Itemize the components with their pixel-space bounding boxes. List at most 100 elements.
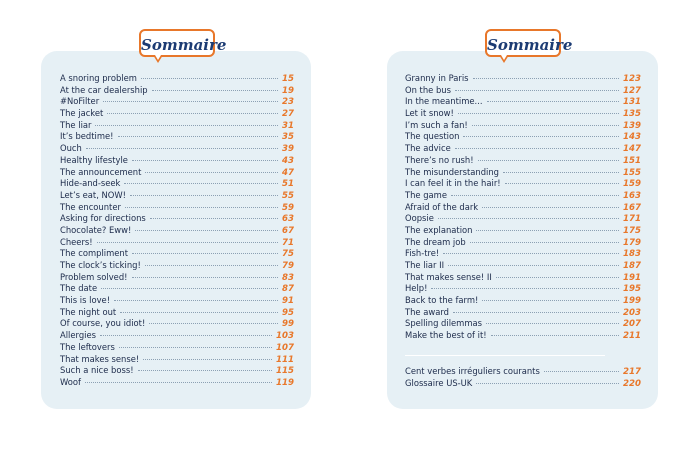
toc-entry-title: Of course, you idiot! (60, 318, 146, 329)
toc-entry-page-number: 183 (623, 249, 641, 260)
toc-entry-page-number: 87 (282, 284, 294, 295)
toc-entry-title: Hide-and-seek (60, 178, 121, 189)
toc-entry: Help! 195 (405, 283, 641, 295)
toc-entry: That makes sense! 111 (60, 354, 294, 366)
toc-entry-page-number: 39 (282, 144, 294, 155)
dot-leader (543, 371, 620, 372)
dot-leader (100, 335, 273, 337)
toc-entry: The liar II 187 (405, 260, 641, 272)
dot-leader (472, 78, 620, 79)
dot-leader (502, 171, 620, 173)
toc-entry-title: It’s bedtime! (60, 131, 114, 142)
dot-leader (452, 311, 620, 313)
toc-entry: Chocolate? Eww! 67 (60, 225, 294, 237)
dot-leader (132, 253, 279, 255)
dot-leader (490, 335, 620, 337)
toc-entry-title: I’m such a fan! (405, 119, 468, 130)
toc-entry-page-number: 43 (282, 155, 294, 166)
toc-entry-title: The question (405, 131, 460, 142)
toc-entry-title: The encounter (60, 201, 121, 212)
dot-leader (85, 381, 273, 383)
toc-entry-title: Help! (405, 283, 428, 294)
dot-leader (137, 370, 273, 372)
toc-entry-title: The announcement (60, 166, 142, 177)
toc-entry-page-number: 115 (276, 366, 294, 377)
toc-entry-title: The award (405, 306, 449, 317)
dot-leader (107, 113, 279, 115)
toc-entry-page-number: 99 (282, 319, 294, 330)
toc-entry-title: Fish-tre! (405, 248, 440, 259)
dot-leader (454, 89, 620, 91)
toc-entry-title: Chocolate? Eww! (60, 224, 132, 235)
toc-entry: A snoring problem 15 (60, 73, 294, 85)
toc-entry-page-number: 163 (623, 190, 641, 201)
toc-entry: The jacket 27 (60, 108, 294, 120)
toc-entry-title: Afraid of the dark (405, 201, 479, 212)
dot-leader (118, 346, 273, 348)
toc-entry-title: That makes sense! (60, 353, 140, 364)
dot-leader (457, 113, 620, 115)
toc-entry: The compliment 75 (60, 248, 294, 260)
toc-entry-title: Such a nice boss! (60, 365, 134, 376)
dot-leader (482, 206, 620, 208)
toc-entry-page-number: 207 (623, 319, 641, 330)
dot-leader (486, 101, 620, 103)
toc-entry: The advice 147 (405, 143, 641, 155)
toc-entry: Back to the farm! 199 (405, 295, 641, 307)
dot-leader (431, 288, 620, 290)
toc-entry-page-number: 107 (276, 342, 294, 353)
dot-leader (476, 229, 620, 231)
toc-entry-page-number: 123 (623, 74, 641, 84)
toc-entry: Such a nice boss! 115 (60, 365, 294, 377)
toc-entry: The leftovers 107 (60, 342, 294, 354)
toc-entry-title: The game (405, 189, 447, 200)
toc-entry-page-number: 195 (623, 284, 641, 295)
dot-leader (124, 206, 279, 208)
toc-entry-page-number: 35 (282, 132, 294, 143)
toc-entry-title: The night out (60, 306, 117, 317)
dot-leader (477, 159, 620, 161)
dot-leader (120, 311, 279, 313)
dot-leader (469, 241, 620, 243)
toc-entry: Healthy lifestyle 43 (60, 155, 294, 167)
toc-entry-page-number: 23 (282, 97, 294, 108)
dot-leader (144, 265, 279, 266)
toc-entry-title: I can feel it in the hair! (405, 178, 501, 189)
dot-leader (130, 194, 279, 196)
dot-leader (143, 358, 273, 360)
toc-entry: I’m such a fan! 139 (405, 120, 641, 132)
toc-entry-title: #NoFilter (60, 96, 100, 107)
toc-entry: The night out 95 (60, 307, 294, 319)
toc-entry: The announcement 47 (60, 167, 294, 179)
toc-entry-page-number: 75 (282, 249, 294, 260)
dot-leader (101, 288, 279, 290)
toc-entry-page-number: 143 (623, 132, 641, 143)
right-toc-list: Granny in Paris 123 On the bus 127 In the me… (405, 73, 641, 342)
toc-entry: The liar 31 (60, 120, 294, 132)
toc-entry-page-number: 147 (623, 144, 641, 155)
toc-entry-page-number: 191 (623, 272, 641, 283)
toc-entry-page-number: 199 (623, 296, 641, 307)
toc-entry-page-number: 119 (276, 377, 294, 388)
toc-entry-page-number: 67 (282, 225, 294, 236)
toc-entry-page-number: 211 (623, 331, 641, 342)
toc-entry: Cent verbes irréguliers courants 217 (405, 366, 641, 378)
dot-leader (504, 183, 620, 185)
dot-leader (476, 382, 620, 384)
toc-entry: Let’s eat, NOW! 55 (60, 190, 294, 202)
toc-entry: Hide-and-seek 51 (60, 178, 294, 190)
toc-entry: On the bus 127 (405, 85, 641, 97)
toc-entry-page-number: 151 (623, 155, 641, 166)
toc-entry: I can feel it in the hair! 159 (405, 178, 641, 190)
left-toc-list: A snoring problem 15 At the car dealership… (60, 73, 294, 389)
toc-entry-page-number: 15 (282, 74, 294, 84)
toc-entry: It’s bedtime! 35 (60, 131, 294, 143)
toc-entry-title: There’s no rush! (405, 154, 474, 165)
toc-entry-page-number: 71 (282, 237, 294, 248)
toc-entry-page-number: 91 (282, 296, 294, 307)
toc-entry-title: Ouch (60, 143, 82, 154)
dot-leader (451, 194, 620, 196)
toc-entry-title: At the car dealership (60, 84, 148, 95)
toc-entry-page-number: 83 (282, 272, 294, 283)
toc-entry: The dream job 179 (405, 237, 641, 249)
